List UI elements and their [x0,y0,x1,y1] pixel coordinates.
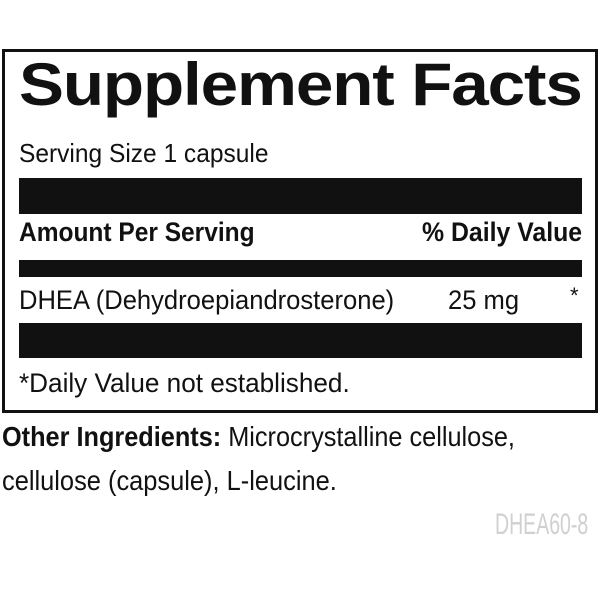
ingredient-amount: 25 mg [448,285,520,315]
other-ingredients-text: Microcrystalline cellulose, [221,421,515,452]
other-ingredients-line2: cellulose (capsule), L-leucine. [2,465,337,496]
supplement-facts-panel [2,49,598,413]
panel-title: Supplement Facts [19,51,583,118]
product-code: DHEA60-8 [495,508,589,541]
thick-divider [19,178,582,214]
footnote: *Daily Value not established. [19,368,350,398]
ingredient-name: DHEA (Dehydroepiandrosterone) [19,285,395,315]
ingredient-daily-value: * [570,283,579,308]
daily-value-header: % Daily Value [422,217,583,247]
serving-size: Serving Size 1 capsule [19,138,269,168]
other-ingredients-line1: Other Ingredients: Microcrystalline cell… [2,423,515,451]
thick-divider [19,323,582,358]
medium-divider [19,260,582,277]
amount-per-serving-header: Amount Per Serving [19,217,255,247]
other-ingredients-label: Other Ingredients: [2,421,222,452]
